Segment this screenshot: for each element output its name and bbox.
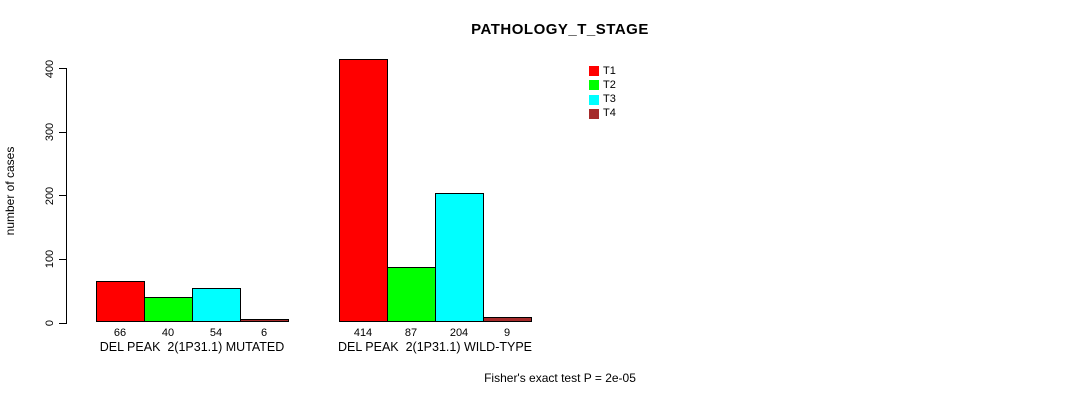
bar-t1-group1 [96, 280, 145, 323]
y-tick-label: 400 [44, 59, 56, 78]
bar-value-label: 66 [113, 327, 127, 339]
bar-value-label: 204 [449, 327, 469, 339]
bar-value-label: 9 [503, 327, 511, 339]
y-tick-label: 200 [44, 186, 56, 205]
legend-item-t3: T3 [589, 93, 616, 107]
legend-item-label: T1 [603, 64, 616, 77]
legend-item-label: T2 [603, 78, 616, 91]
bar-value-label: 54 [209, 327, 223, 339]
legend-item-t2: T2 [589, 78, 616, 92]
y-tick-label: 100 [44, 250, 56, 269]
legend-swatch-t2 [589, 80, 599, 91]
y-tick [59, 131, 66, 133]
x-axis-group-label: DEL PEAK 2(1P31.1) WILD-TYPE [337, 340, 533, 354]
y-tick [59, 68, 66, 69]
bar-value-label: 6 [260, 327, 268, 339]
fisher-test-note: Fisher's exact test P = 2e-05 [484, 371, 636, 385]
y-tick-label: 0 [44, 319, 56, 327]
legend-item-label: T3 [603, 93, 616, 106]
legend-item-label: T4 [603, 107, 616, 120]
y-tick [59, 322, 66, 324]
bar-value-label: 40 [161, 327, 175, 339]
bar-t2-group1 [144, 297, 193, 323]
bar-t1-group2 [339, 59, 388, 323]
chart-title: PATHOLOGY_T_STAGE [471, 21, 649, 38]
y-tick [59, 195, 66, 197]
legend-swatch-t3 [589, 94, 599, 105]
y-tick [59, 258, 66, 260]
bar-value-label: 414 [353, 327, 373, 339]
x-axis-group-label: DEL PEAK 2(1P31.1) MUTATED [99, 340, 285, 354]
y-axis-line [66, 68, 67, 324]
bar-t4-group1 [240, 318, 289, 323]
bar-t4-group2 [483, 316, 532, 323]
bar-value-label: 87 [404, 327, 418, 339]
y-axis-label: number of cases [3, 146, 17, 236]
legend-item-t1: T1 [589, 64, 616, 78]
bar-t3-group1 [192, 288, 241, 323]
legend-swatch-t1 [589, 66, 599, 76]
bar-t3-group2 [435, 192, 484, 323]
y-tick-label: 300 [44, 122, 56, 142]
legend-item-t4: T4 [589, 107, 616, 121]
bar-t2-group2 [387, 267, 436, 323]
legend-swatch-t4 [589, 108, 599, 119]
